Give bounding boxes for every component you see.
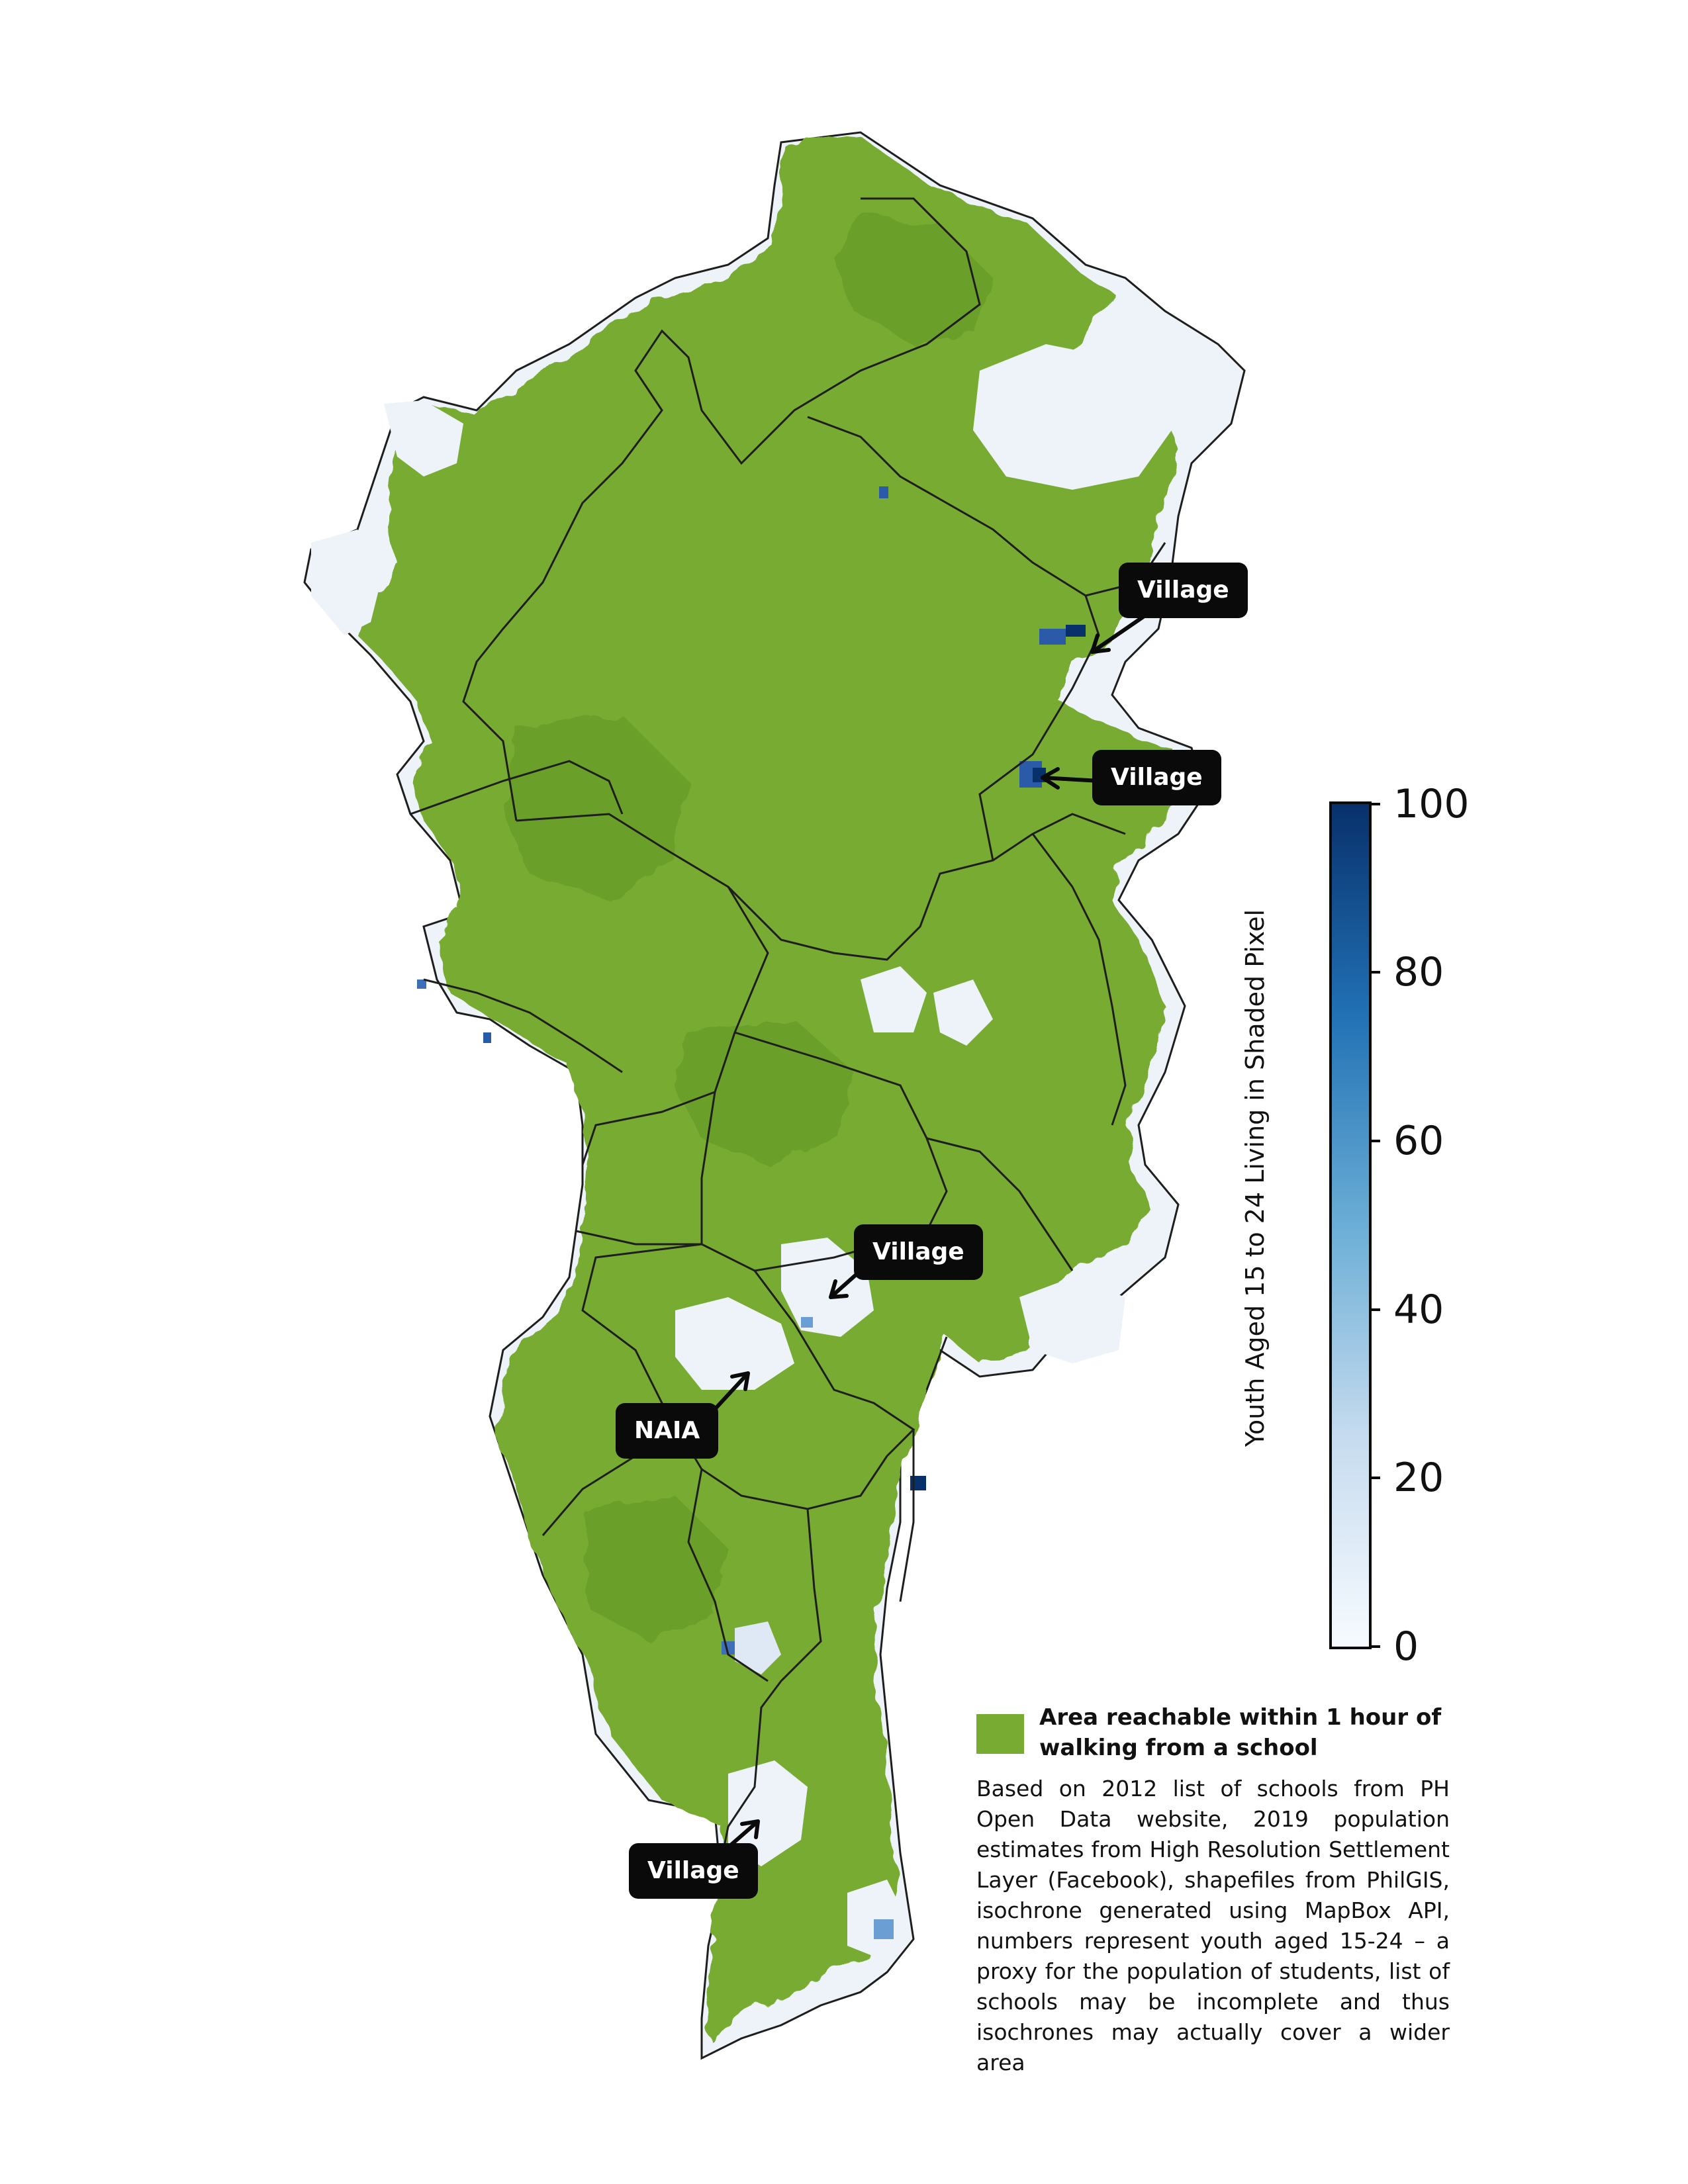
callout-village-2: Village <box>1092 750 1221 805</box>
colorbar-ticks <box>1370 803 1380 1648</box>
callout-village-1: Village <box>1119 563 1248 618</box>
callout-village-4: Village <box>629 1843 758 1899</box>
dense-reachable-patch <box>834 212 993 344</box>
unreachable-gaps <box>311 344 1172 1959</box>
callout-naia: NAIA <box>616 1403 719 1459</box>
colorbar-tick-label: 100 <box>1393 781 1470 827</box>
colorbar-tick-label: 20 <box>1393 1455 1444 1501</box>
legend-swatch <box>976 1714 1024 1754</box>
dense-reachable-patch <box>583 1496 728 1641</box>
colorbar-tick-label: 80 <box>1393 949 1444 995</box>
legend-label: Area reachable within 1 hour of walking … <box>1039 1704 1442 1761</box>
colorbar-title: Youth Aged 15 to 24 Living in Shaded Pix… <box>1241 909 1270 1447</box>
city-boundaries <box>410 197 1166 1893</box>
dense-reachable-patch <box>503 715 688 900</box>
colorbar-tick-label: 60 <box>1393 1118 1444 1164</box>
colorbar-tick-label: 0 <box>1393 1623 1419 1670</box>
callout-village-3: Village <box>854 1224 983 1280</box>
sources-note: Based on 2012 list of schools from PH Op… <box>976 1776 1450 2075</box>
colorbar-tick-label: 40 <box>1393 1287 1444 1333</box>
colorbar <box>1329 801 1372 1649</box>
